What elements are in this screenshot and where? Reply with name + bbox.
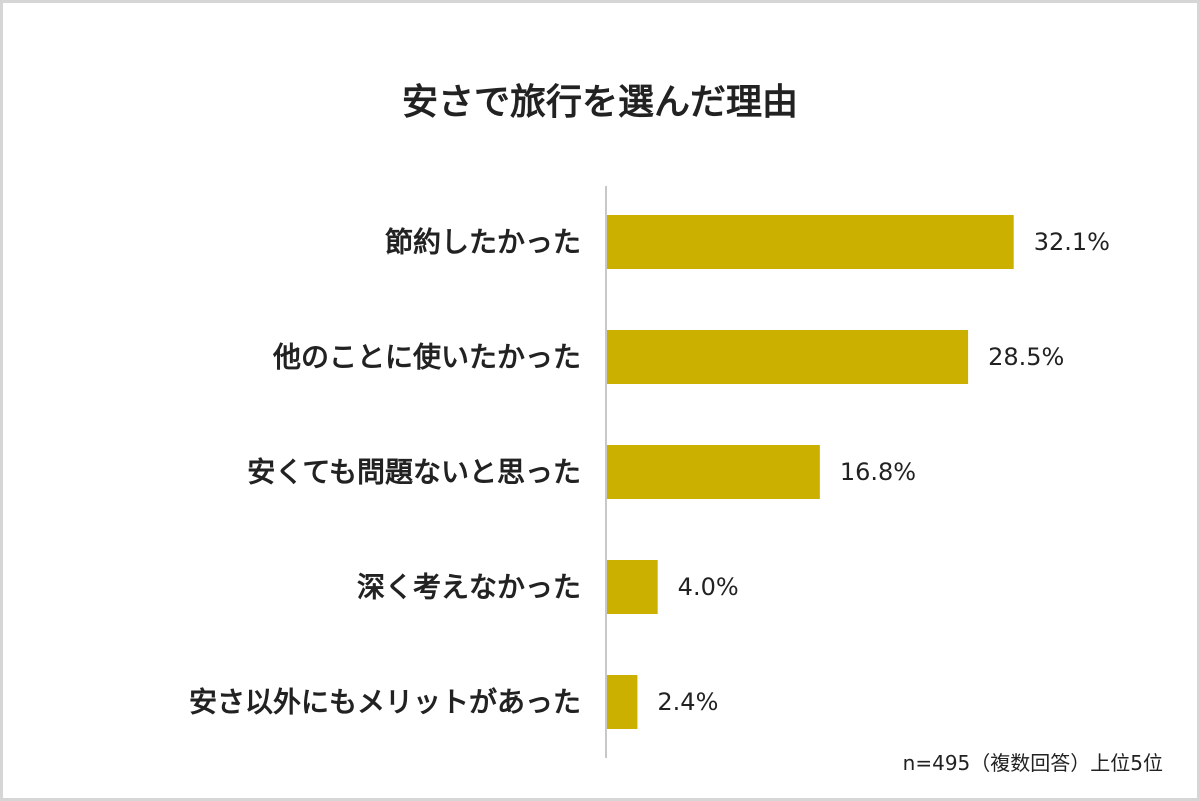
- value-label-1: 32.1%: [1034, 228, 1110, 256]
- value-label-5: 2.4%: [657, 688, 718, 716]
- bar-4: [607, 560, 658, 614]
- category-label-5: 安さ以外にもメリットがあった: [189, 686, 581, 719]
- bar-2: [607, 330, 969, 384]
- bar-3: [607, 445, 820, 499]
- category-label-4: 深く考えなかった: [357, 571, 581, 604]
- bar-5: [607, 675, 638, 729]
- category-label-1: 節約したかった: [385, 226, 581, 259]
- bar-1: [607, 215, 1014, 269]
- value-label-3: 16.8%: [840, 458, 916, 486]
- chart-title: 安さで旅行を選んだ理由: [401, 82, 798, 123]
- value-label-4: 4.0%: [678, 573, 739, 601]
- value-label-2: 28.5%: [988, 343, 1064, 371]
- category-label-2: 他のことに使いたかった: [272, 341, 581, 374]
- bar-chart: 節約したかった 32.1% 他のことに使いたかった 28.5% 安くても問題ないと思った…: [189, 186, 1110, 758]
- category-label-3: 安くても問題ないと思った: [247, 456, 581, 489]
- sample-note: n=495（複数回答）上位5位: [902, 751, 1163, 775]
